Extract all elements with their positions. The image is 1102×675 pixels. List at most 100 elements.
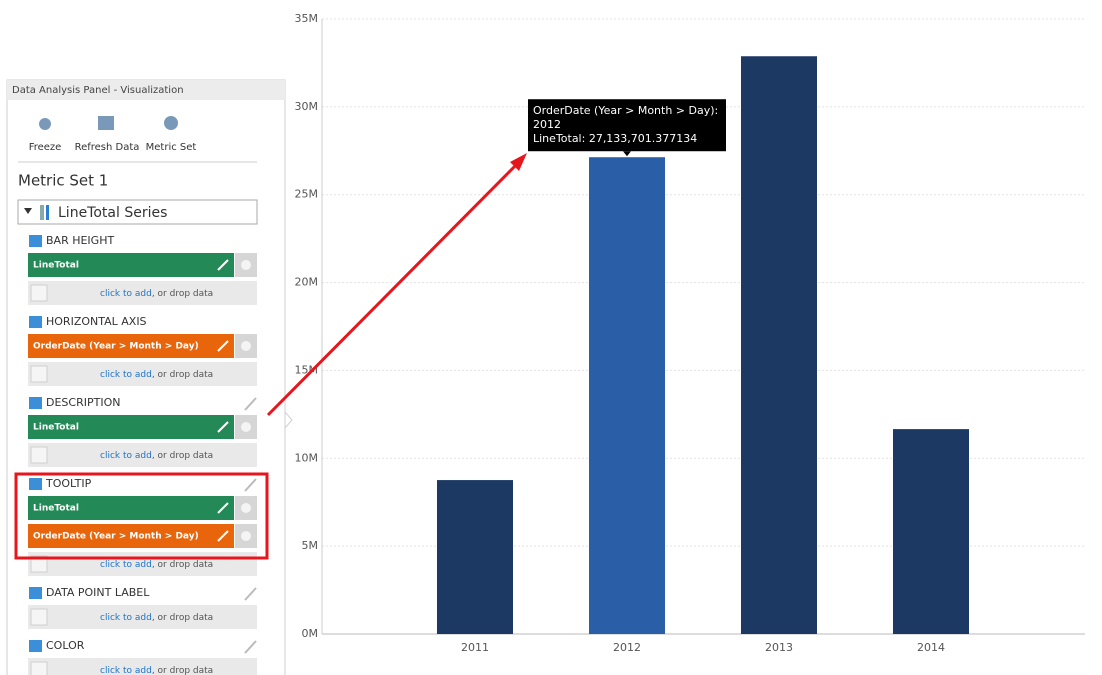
edit-icon	[244, 640, 257, 654]
tooltip-pointer	[623, 151, 631, 157]
panel-header	[7, 80, 285, 100]
section-icon	[29, 235, 42, 247]
edit-icon	[217, 421, 229, 433]
toolbar-button[interactable]: Freeze	[29, 142, 62, 153]
section-title: COLOR	[46, 639, 85, 652]
section-icon	[29, 397, 42, 409]
edit-icon	[217, 502, 229, 514]
add-hint: , or drop data	[152, 613, 213, 623]
section-icon	[29, 316, 42, 328]
field-label: LineTotal	[33, 504, 79, 514]
remove-icon	[241, 531, 251, 541]
add-icon	[30, 365, 48, 383]
add-row	[28, 658, 257, 675]
bar[interactable]	[589, 157, 665, 634]
tooltip-line: LineTotal: 27,133,701.377134	[533, 132, 697, 145]
edit-icon	[217, 259, 229, 271]
section-icon	[29, 587, 42, 599]
add-text: click to add, or drop data	[100, 560, 213, 570]
toolbar-button[interactable]: Metric Set	[146, 142, 197, 153]
dropdown-arrow	[24, 208, 32, 214]
tooltip	[528, 99, 726, 152]
section-title: DATA POINT LABEL	[46, 586, 150, 599]
add-row	[28, 362, 257, 386]
series-dropdown[interactable]	[17, 199, 258, 225]
x-tick-label: 2011	[461, 641, 489, 654]
series-icon	[40, 205, 44, 220]
add-text: click to add, or drop data	[100, 613, 213, 623]
add-row	[28, 443, 257, 467]
tooltip-line: 2012	[533, 118, 561, 131]
bar[interactable]	[893, 429, 969, 634]
add-text: click to add, or drop data	[100, 666, 213, 675]
add-text: click to add, or drop data	[100, 370, 213, 380]
add-hint: , or drop data	[152, 560, 213, 570]
add-link[interactable]: click to add	[100, 613, 152, 623]
add-icon	[30, 284, 48, 302]
add-row	[28, 281, 257, 305]
add-row	[28, 552, 257, 576]
section-title: HORIZONTAL AXIS	[46, 315, 147, 328]
add-hint: , or drop data	[152, 451, 213, 461]
bar[interactable]	[741, 56, 817, 635]
field[interactable]	[28, 334, 234, 358]
edit-icon	[217, 530, 229, 542]
y-tick-label: 20M	[295, 276, 319, 289]
arrow-head	[510, 153, 527, 171]
toolbar-button[interactable]: Refresh Data	[75, 142, 140, 153]
x-tick-label: 2014	[917, 641, 945, 654]
arrow	[266, 160, 521, 417]
panel-notch	[284, 410, 293, 430]
edit-icon	[244, 587, 257, 601]
edit-icon	[244, 478, 257, 492]
section-icon	[29, 640, 42, 652]
remove-icon	[241, 341, 251, 351]
edit-icon	[217, 340, 229, 352]
remove-icon	[241, 503, 251, 513]
add-link[interactable]: click to add	[100, 560, 152, 570]
field-label: LineTotal	[33, 423, 79, 433]
add-hint: , or drop data	[152, 666, 213, 675]
metric-set: Metric Set 1	[18, 172, 108, 190]
section-title: BAR HEIGHT	[46, 234, 114, 247]
highlight-box	[14, 472, 269, 560]
add-icon	[30, 555, 48, 573]
section-title: DESCRIPTION	[46, 396, 120, 409]
add-hint: , or drop data	[152, 289, 213, 299]
edit-icon	[244, 397, 257, 411]
y-tick-label: 30M	[295, 100, 319, 113]
field[interactable]	[28, 496, 234, 520]
y-tick-label: 5M	[302, 539, 319, 552]
field[interactable]	[28, 524, 234, 548]
bar[interactable]	[437, 480, 513, 634]
series-name: LineTotal Series	[58, 205, 167, 221]
x-tick-label: 2013	[765, 641, 793, 654]
add-link[interactable]: click to add	[100, 370, 152, 380]
add-icon	[30, 608, 48, 626]
y-tick-label: 25M	[295, 188, 319, 201]
add-icon	[30, 661, 48, 675]
add-link[interactable]: click to add	[100, 289, 152, 299]
x-tick-label: 2012	[613, 641, 641, 654]
field-label: OrderDate (Year > Month > Day)	[33, 532, 199, 542]
field[interactable]	[28, 253, 234, 277]
y-tick-label: 10M	[295, 451, 319, 464]
add-icon	[30, 446, 48, 464]
y-tick-label: 15M	[295, 363, 319, 376]
series-icon	[46, 205, 49, 220]
add-link[interactable]: click to add	[100, 451, 152, 461]
add-row	[28, 605, 257, 629]
add-hint: , or drop data	[152, 370, 213, 380]
remove-icon	[241, 260, 251, 270]
field-label: LineTotal	[33, 261, 79, 271]
y-tick-label: 0M	[302, 627, 319, 640]
field[interactable]	[28, 415, 234, 439]
add-link[interactable]: click to add	[100, 666, 152, 675]
tooltip-line: OrderDate (Year > Month > Day):	[533, 104, 718, 117]
y-tick-label: 35M	[295, 12, 319, 25]
remove-icon	[241, 422, 251, 432]
section-icon	[29, 478, 42, 490]
field-label: OrderDate (Year > Month > Day)	[33, 342, 199, 352]
add-text: click to add, or drop data	[100, 451, 213, 461]
